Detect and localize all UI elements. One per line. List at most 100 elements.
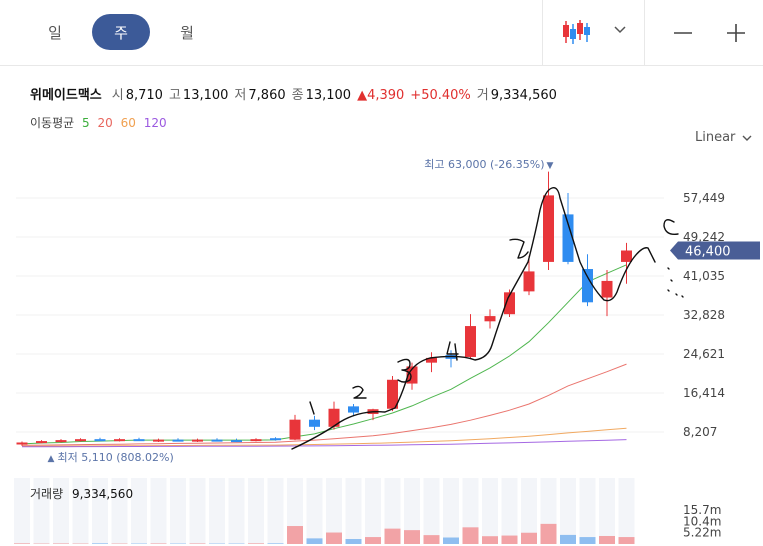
candle xyxy=(426,352,437,373)
handwritten-mark xyxy=(509,238,529,259)
y-tick-label: 8,207 xyxy=(683,425,717,439)
ma-120-line xyxy=(21,439,627,448)
candle-body xyxy=(348,406,359,413)
volume-column-bg xyxy=(228,478,245,544)
volume-bar xyxy=(53,543,69,544)
volume-label: 거 xyxy=(476,88,489,103)
candle xyxy=(367,408,379,421)
volume-bar xyxy=(92,543,108,544)
candle-body xyxy=(36,441,47,444)
candle xyxy=(172,438,184,442)
volume-tick-label: 15.7m xyxy=(683,503,721,517)
volume-column-bg xyxy=(384,478,401,544)
candle xyxy=(16,441,28,446)
volume-column-bg xyxy=(72,478,89,544)
ma-60-label: 60 xyxy=(120,116,136,130)
tab-daily[interactable]: 일 xyxy=(48,23,62,42)
candle-body xyxy=(75,439,86,442)
moving-average-legend[interactable]: 이동평균 5 20 60 120 xyxy=(30,114,171,131)
candle-body xyxy=(387,379,398,409)
volume-column-bg xyxy=(306,478,323,544)
handwritten-mark xyxy=(352,385,367,399)
handwritten-mark xyxy=(397,358,412,383)
high-annotation: 최고 63,000 (-26.35%) xyxy=(424,158,544,171)
candle-body xyxy=(601,280,613,298)
candle-body xyxy=(231,440,242,443)
volume-column-bg xyxy=(131,478,147,544)
volume-column-bg xyxy=(267,478,284,544)
candle-body xyxy=(562,214,574,262)
candle-body xyxy=(153,439,164,442)
tab-monthly[interactable]: 월 xyxy=(180,23,194,42)
candle xyxy=(211,438,223,442)
high-value: 13,100 xyxy=(182,88,229,103)
candle xyxy=(289,414,301,441)
candle xyxy=(36,440,47,444)
volume-bar xyxy=(560,534,576,544)
volume-bar xyxy=(365,537,381,544)
volume-bar xyxy=(384,528,401,544)
y-tick-label: 57,449 xyxy=(683,191,725,205)
low-value: 7,860 xyxy=(248,88,286,103)
volume-bar xyxy=(618,537,635,544)
handwritten-trendline xyxy=(291,187,656,450)
scale-selector[interactable]: Linear xyxy=(695,130,753,145)
volume-bar xyxy=(189,543,206,544)
stock-name: 위메이드맥스 xyxy=(30,88,102,103)
volume-column-bg xyxy=(53,478,69,544)
candle-body xyxy=(504,292,515,315)
candle-body xyxy=(94,439,106,442)
volume-bar xyxy=(579,537,596,544)
chevron-down-icon[interactable] xyxy=(612,22,628,36)
candle xyxy=(582,254,593,307)
candle xyxy=(75,438,86,442)
minus-icon[interactable] xyxy=(672,22,694,44)
change-value: ▲4,390 xyxy=(357,88,405,103)
volume-bar xyxy=(404,530,420,544)
volume-bar xyxy=(287,526,303,544)
current-price-tag xyxy=(670,241,760,260)
volume-bar xyxy=(150,543,167,544)
change-percent: +50.40% xyxy=(410,88,471,103)
volume-column-bg xyxy=(579,478,596,544)
volume-column-bg xyxy=(599,478,615,544)
volume-bar xyxy=(482,536,498,544)
volume-bar xyxy=(599,535,615,544)
tab-weekly[interactable]: 주 xyxy=(92,14,150,50)
volume-column-bg xyxy=(111,478,128,544)
volume-column-bg xyxy=(248,478,264,544)
current-price-label: 46,400 xyxy=(685,245,731,260)
candle-body xyxy=(172,439,184,442)
candle xyxy=(406,362,418,390)
volume-bar xyxy=(540,523,557,544)
handwritten-mark xyxy=(309,401,315,415)
candle-body xyxy=(133,439,145,442)
candle xyxy=(270,437,281,441)
volume-panel-label: 거래량 xyxy=(30,487,63,501)
candle-body xyxy=(328,408,340,427)
candle-body xyxy=(192,439,203,442)
candle xyxy=(114,438,125,442)
volume-column-bg xyxy=(345,478,362,544)
candle-body xyxy=(250,439,262,442)
volume-column-bg xyxy=(560,478,576,544)
volume-column-bg xyxy=(501,478,518,544)
candle xyxy=(250,438,262,442)
plus-icon[interactable] xyxy=(725,22,747,44)
candle xyxy=(55,439,67,443)
volume-tick-label: 5.22m xyxy=(683,526,721,540)
candle-body xyxy=(621,250,632,262)
volume-bar xyxy=(462,527,479,544)
candlestick-icon[interactable] xyxy=(560,18,592,46)
chevron-down-icon xyxy=(742,135,752,141)
y-tick-label: 24,621 xyxy=(683,347,725,361)
ma-label: 이동평균 xyxy=(30,116,75,130)
open-value: 8,710 xyxy=(125,88,163,103)
scale-label: Linear xyxy=(695,130,736,145)
volume-column-bg xyxy=(365,478,381,544)
candle xyxy=(562,193,574,265)
volume-column-bg xyxy=(209,478,225,544)
candle-body xyxy=(114,439,125,442)
volume-bar xyxy=(423,535,440,544)
